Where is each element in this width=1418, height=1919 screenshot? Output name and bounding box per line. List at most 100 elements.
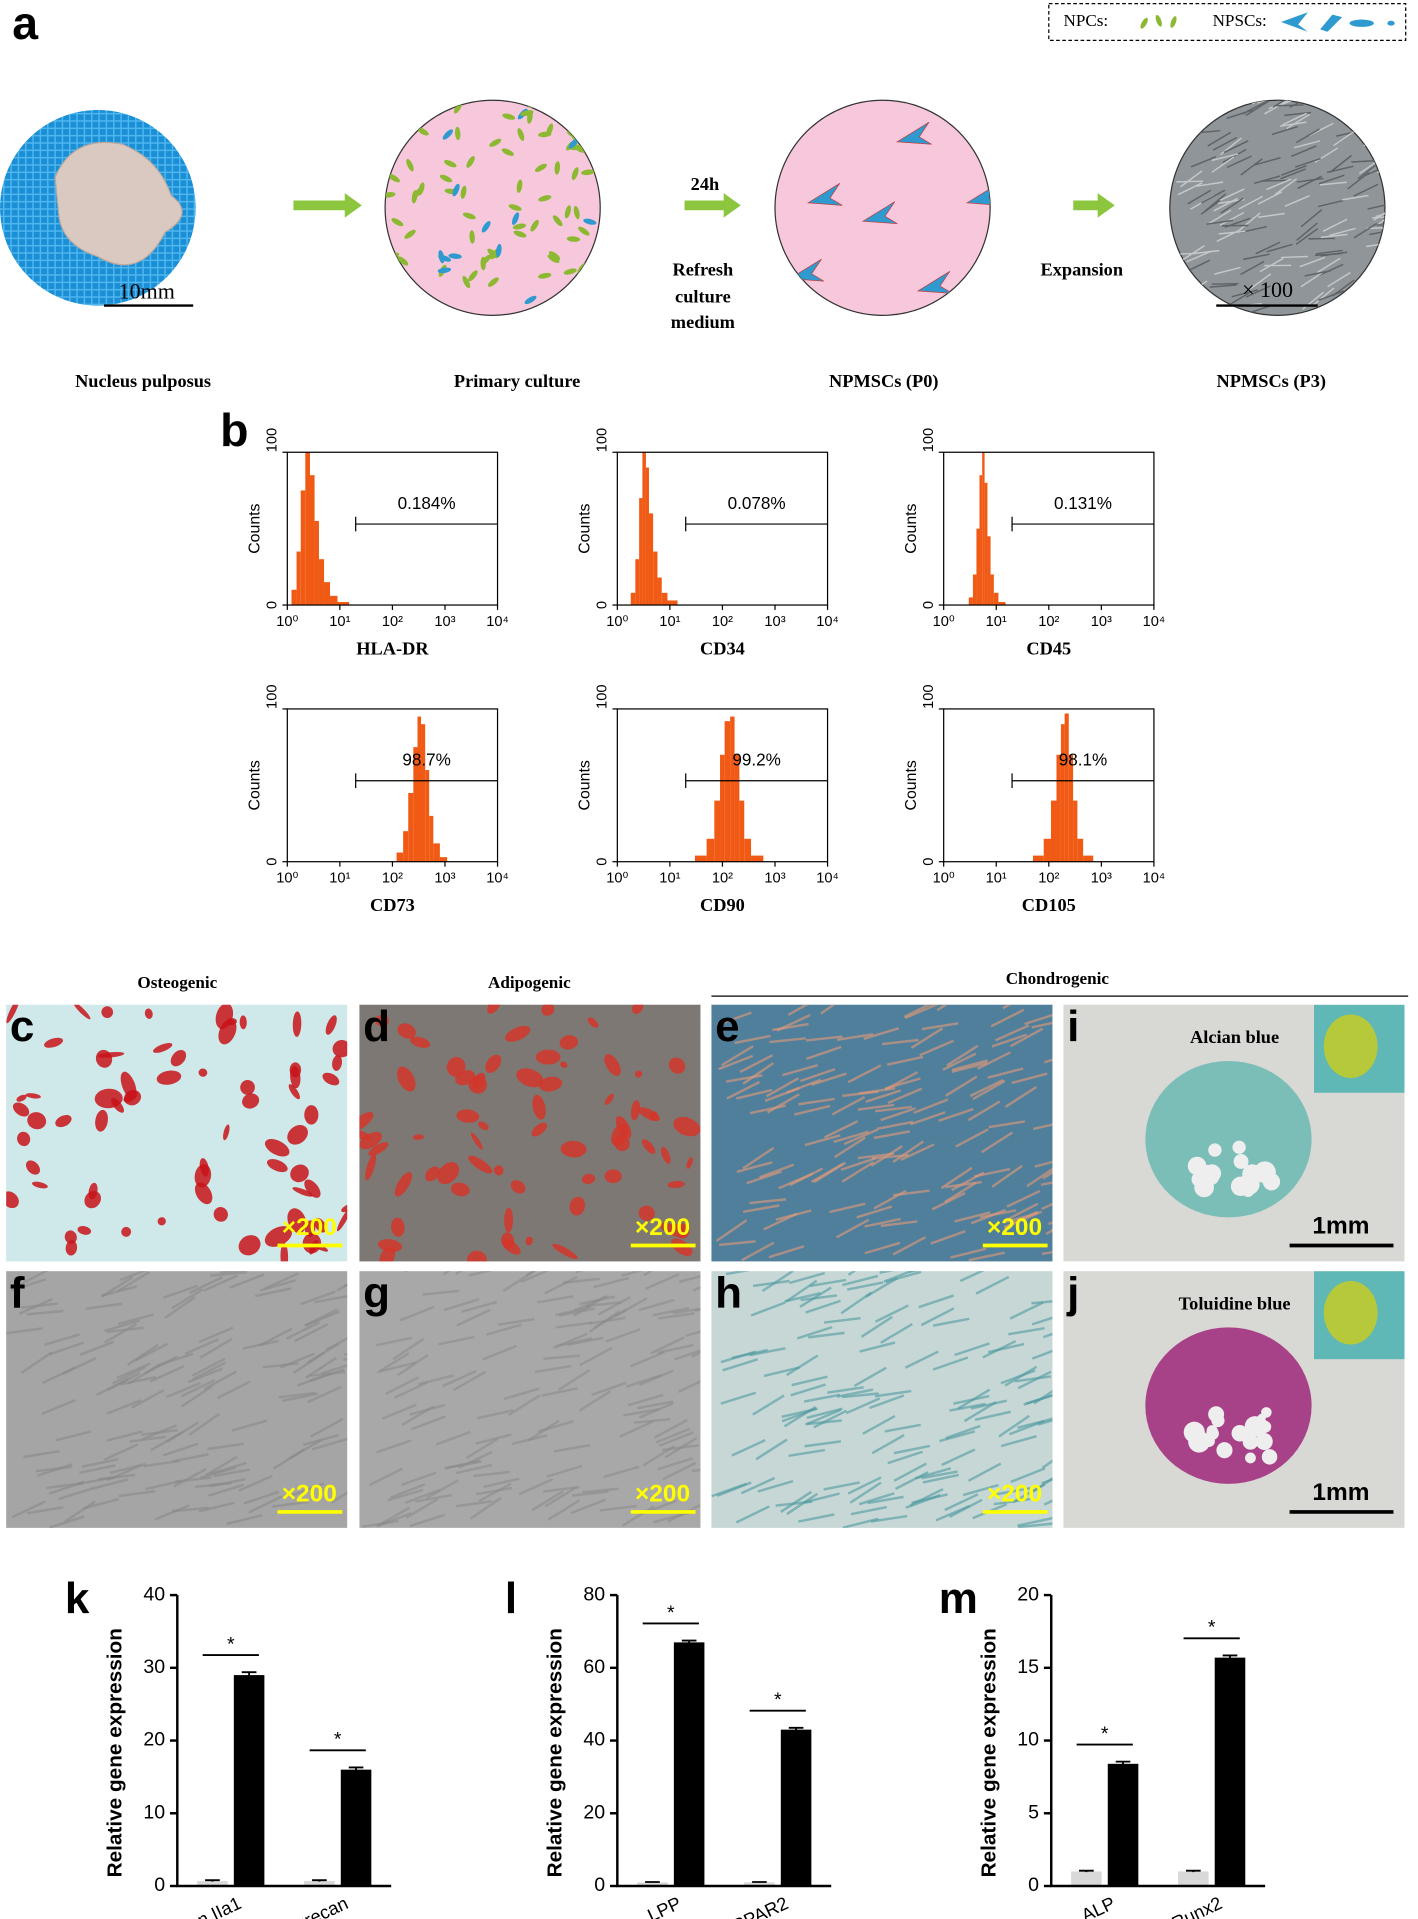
y-tick-label: 0	[265, 601, 281, 609]
stain	[857, 1103, 895, 1111]
y-tick-label: 20	[583, 1801, 605, 1823]
stain	[558, 1307, 596, 1317]
cell	[578, 297, 592, 306]
stain	[845, 1397, 881, 1415]
cell	[448, 253, 462, 259]
stain	[811, 1072, 847, 1086]
histogram-bar	[439, 857, 448, 862]
stain	[195, 1481, 232, 1489]
histogram-bar	[1077, 838, 1084, 862]
stain	[763, 1366, 800, 1378]
significance: *	[1208, 1617, 1216, 1639]
stain	[603, 1465, 640, 1479]
stain	[280, 1242, 289, 1262]
histogram-bar	[324, 582, 331, 606]
stain	[746, 1170, 782, 1185]
stain	[673, 1116, 701, 1137]
stain	[376, 1506, 410, 1527]
stain	[883, 1271, 915, 1283]
x-tick-label: 10³	[434, 614, 455, 630]
histogram-bar	[1068, 754, 1074, 862]
stain	[725, 1271, 750, 1276]
histogram-bar	[1032, 855, 1044, 862]
cell	[1277, 100, 1304, 101]
cell	[1371, 280, 1385, 288]
stain	[81, 1458, 119, 1468]
stain	[589, 1316, 626, 1325]
cell	[520, 110, 534, 117]
stain	[962, 1483, 999, 1497]
stain	[809, 1278, 847, 1288]
cell	[1271, 125, 1298, 136]
stain	[582, 1487, 619, 1494]
panel-label: l	[505, 1574, 517, 1623]
stain	[968, 1251, 1005, 1262]
stain	[438, 1335, 475, 1346]
stain	[64, 1500, 97, 1523]
stain	[578, 1390, 612, 1412]
cell	[593, 161, 601, 171]
stain	[117, 1271, 150, 1293]
stain	[1041, 1250, 1053, 1256]
stain	[569, 1196, 586, 1216]
cell	[861, 201, 898, 225]
stain	[860, 1315, 893, 1338]
stain	[946, 1044, 979, 1067]
stain	[194, 1182, 213, 1205]
x-tick-label: 10⁰	[276, 871, 298, 887]
stain	[634, 1070, 643, 1078]
stain	[238, 1235, 261, 1256]
stain	[823, 1316, 861, 1324]
stain	[505, 1025, 531, 1042]
stain	[281, 1392, 319, 1403]
bar	[1107, 1763, 1139, 1886]
stain	[944, 1181, 977, 1204]
cell	[489, 138, 502, 147]
stain	[1009, 1301, 1044, 1320]
stain	[1004, 1085, 1037, 1108]
stain	[942, 1052, 977, 1071]
stain	[780, 1490, 813, 1513]
stain	[520, 1271, 550, 1283]
stain	[629, 1351, 665, 1368]
stain	[332, 1040, 348, 1058]
cell	[455, 126, 461, 141]
stain	[824, 1120, 859, 1139]
stain	[382, 1403, 417, 1420]
x-axis-label: CD73	[370, 895, 415, 915]
cell	[1279, 121, 1307, 127]
stain	[294, 1323, 329, 1343]
x-tick-label: 10²	[712, 871, 733, 887]
stain	[954, 1342, 990, 1357]
stain	[320, 1364, 348, 1375]
stain	[175, 1476, 212, 1483]
stain	[292, 1011, 302, 1037]
stain	[305, 1356, 337, 1380]
stain	[915, 1467, 952, 1480]
stain	[785, 1279, 818, 1303]
stain	[171, 1506, 209, 1513]
stain	[16, 1094, 27, 1102]
stain	[570, 1498, 606, 1515]
stain	[605, 1328, 641, 1343]
cell	[1319, 181, 1347, 186]
x-tick-label: 10²	[712, 614, 733, 630]
stain	[560, 1140, 587, 1158]
stain	[998, 1414, 1030, 1438]
stain	[508, 1394, 541, 1416]
cell	[480, 256, 486, 271]
stain	[208, 1483, 245, 1497]
stain	[264, 1139, 290, 1157]
stain	[630, 1100, 641, 1121]
cell	[1353, 222, 1378, 239]
stain	[950, 1247, 987, 1259]
stain	[470, 1132, 483, 1150]
stain	[791, 1375, 828, 1387]
histogram-bar	[1043, 838, 1051, 862]
stain	[170, 1050, 187, 1067]
stain	[716, 1011, 752, 1027]
stain	[77, 1226, 92, 1235]
histogram-bar	[330, 595, 338, 606]
photo	[711, 1004, 1053, 1262]
stain	[649, 1111, 658, 1121]
